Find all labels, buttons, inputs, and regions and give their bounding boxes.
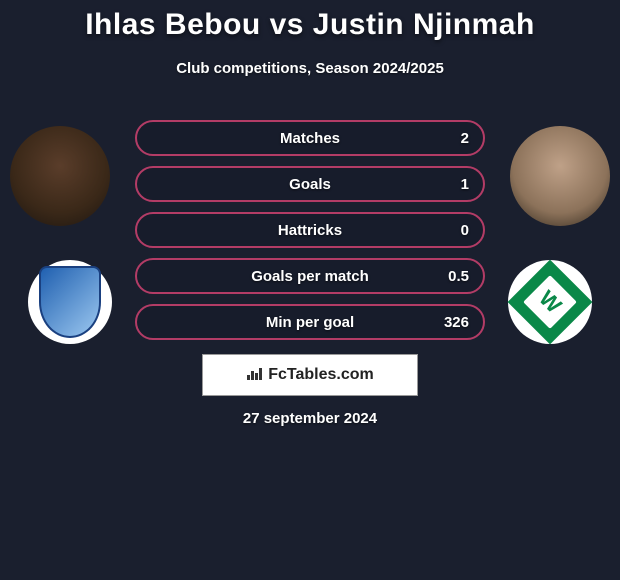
stat-row-matches: Matches 2 <box>135 120 485 156</box>
stat-label: Goals <box>289 176 331 193</box>
chart-icon <box>246 365 264 386</box>
attribution-badge: FcTables.com <box>202 354 418 396</box>
hoffenheim-shield-icon <box>39 266 101 338</box>
stat-label: Matches <box>280 130 340 147</box>
stat-value-right: 1 <box>461 176 469 193</box>
stat-label: Min per goal <box>266 314 354 331</box>
stat-row-goals-per-match: Goals per match 0.5 <box>135 258 485 294</box>
season-subtitle: Club competitions, Season 2024/2025 <box>0 60 620 77</box>
date-stamp: 27 september 2024 <box>243 410 377 427</box>
stat-value-right: 0 <box>461 222 469 239</box>
club-right-logo: W <box>508 260 592 344</box>
attribution-text: FcTables.com <box>268 366 374 384</box>
stat-row-goals: Goals 1 <box>135 166 485 202</box>
stat-label: Goals per match <box>251 268 369 285</box>
stat-row-hattricks: Hattricks 0 <box>135 212 485 248</box>
stat-value-right: 0.5 <box>448 268 469 285</box>
player-left-face-placeholder <box>10 126 110 226</box>
comparison-title: Ihlas Bebou vs Justin Njinmah <box>0 0 620 42</box>
werder-w-icon: W <box>523 275 577 329</box>
stat-row-min-per-goal: Min per goal 326 <box>135 304 485 340</box>
stat-value-right: 2 <box>461 130 469 147</box>
player-left-photo <box>10 126 110 226</box>
stats-container: Matches 2 Goals 1 Hattricks 0 Goals per … <box>135 120 485 350</box>
werder-diamond-icon: W <box>508 260 593 345</box>
player-right-face-placeholder <box>510 126 610 226</box>
club-left-logo <box>28 260 112 344</box>
stat-value-right: 326 <box>444 314 469 331</box>
player-right-photo <box>510 126 610 226</box>
stat-label: Hattricks <box>278 222 342 239</box>
